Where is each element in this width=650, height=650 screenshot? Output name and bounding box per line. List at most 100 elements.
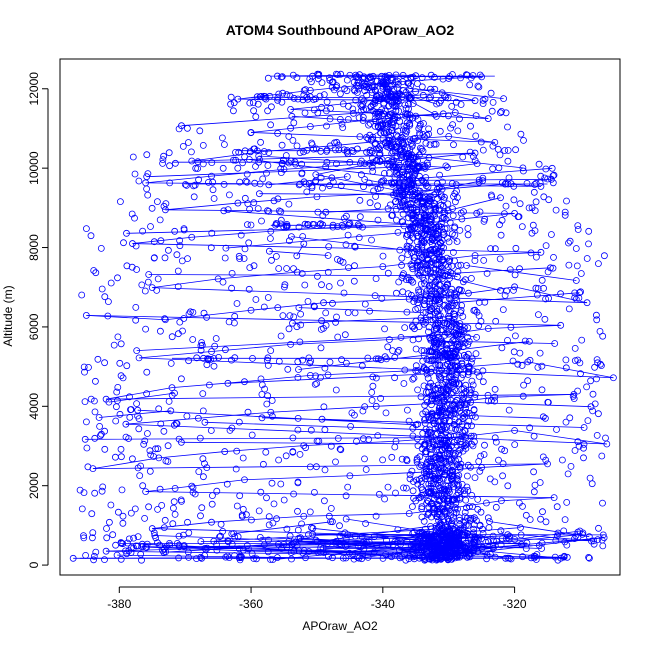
data-point: [425, 154, 433, 162]
data-point: [234, 95, 242, 103]
data-point: [418, 220, 426, 228]
series-line-segment: [475, 251, 541, 256]
x-tick-label: -380: [107, 597, 131, 611]
data-point: [405, 295, 413, 303]
plot-frame: [59, 58, 621, 576]
x-axis: -380 -360 -340 -320: [107, 586, 527, 611]
data-point: [405, 510, 413, 517]
data-point: [610, 374, 617, 382]
series-line-segment: [442, 536, 476, 541]
data-point: [445, 330, 453, 338]
series-line-segment: [86, 315, 166, 321]
series-line-segment: [363, 115, 416, 121]
data-point: [445, 75, 453, 82]
series-line-segment: [145, 485, 192, 493]
data-point: [511, 210, 518, 217]
y-axis: 0 2000 4000 6000 8000 10000 12000: [27, 72, 49, 568]
y-tick-label: 8000: [27, 234, 41, 261]
data-point: [175, 554, 182, 562]
series-line-segment: [92, 463, 548, 470]
data-point: [142, 179, 150, 187]
data-point: [524, 358, 532, 366]
series-line-segment: [395, 92, 443, 98]
data-point: [155, 454, 163, 462]
series-line-segment: [277, 75, 482, 78]
series-line-segment: [277, 74, 350, 77]
x-axis-label: APOraw_AO2: [302, 619, 378, 633]
series-line-segment: [106, 550, 568, 558]
data-point: [306, 123, 314, 130]
data-point: [241, 378, 248, 386]
data-point: [306, 371, 314, 379]
series-line-segment: [323, 298, 410, 304]
series-line-segment: [125, 423, 607, 445]
data-point: [563, 553, 571, 561]
data-point: [89, 465, 97, 473]
series-line-segment: [290, 109, 489, 119]
series-line-segment: [409, 292, 469, 300]
series-line-segment: [139, 351, 212, 359]
data-point: [359, 117, 367, 124]
data-point: [339, 100, 347, 108]
chart-title: ATOM4 Southbound APOraw_AO2: [226, 22, 455, 38]
series-line-segment: [395, 188, 443, 194]
data-points: [69, 71, 617, 562]
data-point: [208, 518, 215, 526]
data-point: [366, 159, 374, 167]
series-line-segment: [402, 78, 449, 83]
series-line-segment: [165, 309, 252, 321]
series-line-segment: [461, 430, 515, 437]
data-point: [280, 165, 288, 173]
series-line-segment: [297, 266, 383, 273]
data-point: [102, 547, 110, 555]
series-line-segment: [204, 544, 265, 549]
data-point: [208, 348, 215, 355]
series-line-segment: [501, 497, 555, 502]
data-point: [148, 284, 156, 292]
series-line-segment: [152, 528, 594, 542]
y-tick-label: 12000: [27, 72, 41, 106]
data-point: [379, 263, 387, 270]
data-point: [471, 97, 479, 105]
data-point: [300, 512, 308, 520]
data-point: [162, 316, 169, 324]
data-point: [603, 440, 611, 448]
data-point: [445, 132, 453, 140]
data-point: [478, 464, 486, 471]
data-point: [241, 476, 248, 484]
series-line-segment: [211, 168, 285, 177]
series-line-segment: [488, 324, 561, 329]
data-point: [438, 89, 446, 97]
series-line-segment: [106, 387, 173, 400]
series-line-segment: [106, 394, 574, 400]
series-line-segment: [455, 396, 495, 403]
data-point: [451, 398, 459, 406]
series-line-segment: [145, 182, 541, 187]
series-line-segment: [428, 152, 476, 159]
series-line-segment: [92, 457, 159, 470]
data-point: [478, 73, 486, 81]
series-line-segment: [382, 259, 436, 267]
series-line-segment: [264, 145, 331, 152]
series-line-segment: [369, 157, 429, 164]
data-point: [412, 72, 420, 80]
series-line-segment: [442, 183, 509, 190]
series-line-segment: [376, 401, 456, 407]
series-line-segment: [191, 479, 245, 487]
series-line-segment: [310, 85, 357, 91]
data-point: [484, 325, 492, 332]
series-line-segment: [349, 471, 429, 477]
data-point: [511, 283, 518, 291]
series-line-segment: [244, 475, 350, 481]
series-line-segment: [363, 540, 443, 544]
y-tick-label: 10000: [27, 151, 41, 185]
data-point: [320, 299, 327, 307]
series-line-segment: [277, 557, 344, 559]
data-point: [293, 268, 301, 276]
data-point: [346, 472, 354, 480]
series-line-segment: [435, 255, 476, 261]
series-line-segment: [389, 333, 449, 341]
data-point: [69, 554, 77, 562]
data-point: [583, 299, 591, 307]
series-line-segment: [152, 278, 219, 289]
